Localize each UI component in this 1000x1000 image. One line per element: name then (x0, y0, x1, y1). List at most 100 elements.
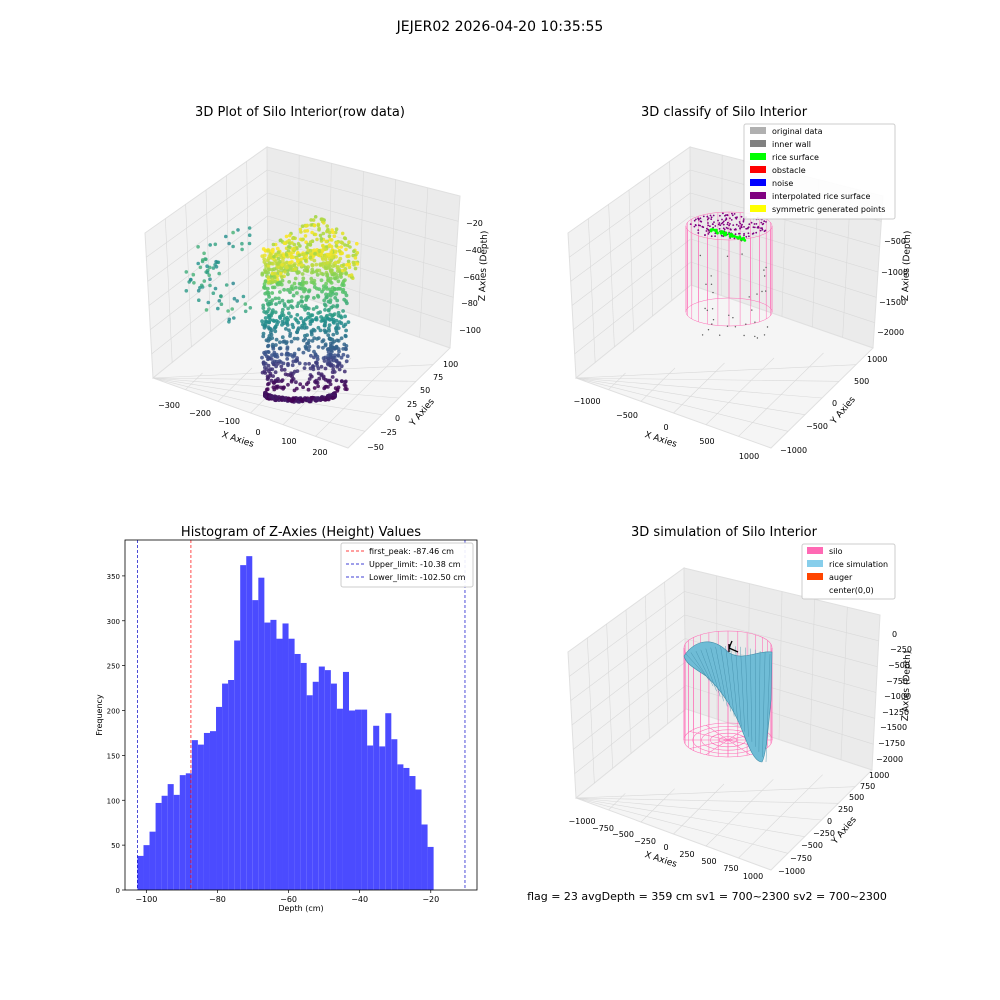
histogram-vlines (137, 540, 466, 890)
simulation-z-ticks: 0 −250 −500 −750 −1000 −1250 −1500 −1750… (876, 630, 912, 764)
raw-z-tick: −60 (463, 273, 480, 282)
histogram-bar (421, 824, 428, 890)
classify-x-tick: −1000 (573, 397, 600, 406)
histogram-bar (155, 802, 162, 890)
raw-x-label: X Axies (220, 430, 255, 450)
classify-z-tick: −500 (884, 237, 906, 246)
raw-3d-grid (146, 155, 459, 437)
legend-label: inner wall (772, 140, 811, 149)
classify-z-tick: −1500 (879, 298, 906, 307)
classify-x-tick: 500 (699, 437, 714, 446)
simulation-z-tick: −1250 (882, 708, 909, 717)
legend-swatch (750, 179, 766, 186)
histogram-x-tick: −100 (135, 895, 157, 904)
figure-suptitle: JEJER02 2026-04-20 10:35:55 (396, 19, 604, 35)
legend-swatch (750, 153, 766, 160)
simulation-x-tick: 1000 (743, 872, 763, 881)
simulation-z-tick: 0 (892, 630, 897, 639)
simulation-z-tick: −2000 (876, 755, 903, 764)
histogram-x-tick: −60 (280, 895, 297, 904)
histogram-bar (318, 666, 325, 890)
raw-3d-points (184, 215, 360, 404)
histogram-y-tick: 0 (116, 887, 120, 895)
histogram-bar (324, 670, 331, 890)
histogram-y-label: Frequency (95, 694, 104, 736)
histogram-x-tick: −20 (422, 895, 439, 904)
simulation-x-label: X Axies (643, 850, 678, 870)
panel-histogram: Histogram of Z-Axies (Height) Values −10… (95, 525, 478, 913)
histogram-bar (385, 713, 392, 890)
histogram-bar (349, 710, 356, 890)
raw-x-tick: −300 (158, 401, 180, 410)
raw-x-tick: 0 (255, 428, 260, 437)
simulation-x-tick: −500 (612, 830, 634, 839)
histogram-bar (149, 831, 156, 890)
classify-y-tick: −500 (806, 422, 828, 431)
classify-3d-points (689, 212, 769, 339)
panel-classify-title: 3D classify of Silo Interior (641, 105, 808, 120)
histogram-bar (300, 662, 307, 890)
histogram-y-tick: 350 (107, 573, 120, 581)
classify-x-tick: 1000 (739, 452, 759, 461)
simulation-y-tick: −500 (801, 841, 823, 850)
legend-swatch (750, 205, 766, 212)
legend-swatch (807, 573, 823, 580)
simulation-x-tick: −250 (634, 837, 656, 846)
simulation-y-tick: 0 (827, 817, 832, 826)
panel-raw-3d: 3D Plot of Silo Interior(row data) −300 … (144, 105, 490, 457)
histogram-y-tick: 150 (107, 752, 120, 760)
histogram-title: Histogram of Z-Axies (Height) Values (181, 525, 421, 540)
raw-y-tick: −50 (367, 443, 384, 452)
histogram-bar (197, 744, 204, 890)
legend-swatch (750, 127, 766, 134)
figure-footer: flag = 23 avgDepth = 359 cm sv1 = 700~23… (527, 890, 887, 903)
classify-3d-panes (567, 146, 884, 449)
histogram-bar (409, 776, 416, 890)
legend-label: Lower_limit: -102.50 cm (369, 573, 466, 582)
legend-swatch (750, 166, 766, 173)
histogram-x-label: Depth (cm) (278, 904, 323, 913)
histogram-bar (228, 680, 235, 890)
simulation-y-tick: 1000 (869, 771, 889, 780)
histogram-bar (203, 732, 210, 890)
legend-label: obstacle (772, 166, 806, 175)
raw-x-tick: −100 (218, 417, 240, 426)
panel-simulation-3d: 3D simulation of Silo Interior −1000 −75 (567, 525, 913, 881)
histogram-bar (234, 640, 241, 890)
classify-z-tick: −2000 (877, 328, 904, 337)
histogram-bar (312, 681, 319, 890)
histogram-bar (306, 695, 313, 890)
legend-label: Upper_limit: -10.38 cm (369, 560, 461, 569)
histogram-bar (264, 622, 271, 890)
histogram-y-ticks: 0 50 100 150 200 250 300 350 (107, 573, 125, 895)
histogram-bar (209, 731, 217, 890)
raw-y-tick: 75 (433, 373, 443, 382)
histogram-bar (167, 784, 174, 890)
raw-z-tick: −80 (461, 299, 478, 308)
histogram-bar (161, 795, 168, 890)
histogram-bar (282, 623, 289, 890)
simulation-x-tick: −750 (592, 824, 614, 833)
legend-label: rice surface (772, 153, 819, 162)
classify-z-ticks: −500 −1000 −1500 −2000 (877, 237, 908, 337)
classify-y-tick: 0 (832, 399, 837, 408)
raw-y-tick: −25 (380, 428, 397, 437)
simulation-z-label: Z Axies (Depth) (901, 651, 913, 722)
raw-y-tick: 0 (395, 414, 400, 423)
auger-marker (728, 640, 739, 653)
histogram-legend: first_peak: -87.46 cm Upper_limit: -10.38… (340, 542, 474, 588)
histogram-bar (403, 767, 410, 890)
classify-y-ticks: −1000 −500 0 500 1000 (780, 355, 887, 455)
legend-label: symmetric generated points (772, 205, 885, 214)
panel-raw-title: 3D Plot of Silo Interior(row data) (195, 105, 405, 120)
simulation-x-tick: −1000 (568, 817, 595, 826)
legend-swatch (807, 547, 823, 554)
histogram-axes-frame (124, 539, 478, 891)
histogram-bar (288, 638, 295, 890)
histogram-y-tick: 50 (111, 842, 120, 850)
simulation-z-tick: −250 (890, 645, 912, 654)
histogram-y-tick: 200 (107, 708, 120, 716)
histogram-bar (191, 740, 198, 890)
raw-y-tick: 50 (420, 386, 430, 395)
